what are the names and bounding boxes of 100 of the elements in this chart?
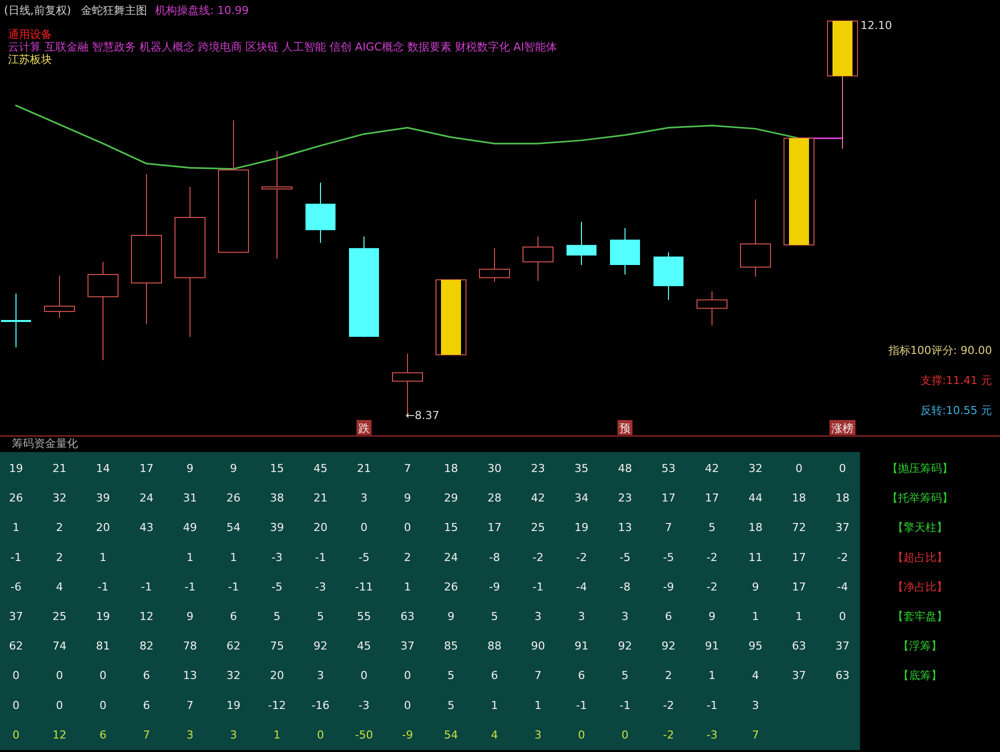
data-label: 0 xyxy=(56,669,63,682)
data-label: 37 xyxy=(836,521,850,534)
data-label: 0 xyxy=(622,728,628,742)
data-label: 5 xyxy=(317,610,324,623)
data-label: -6 xyxy=(10,580,22,594)
data-label: 1 xyxy=(752,610,759,623)
y-tick-label: 【底筹】 xyxy=(898,669,942,682)
data-label: 45 xyxy=(357,640,371,653)
candlestick xyxy=(44,275,75,318)
data-label: 63 xyxy=(400,610,414,623)
data-label: 4 xyxy=(752,669,759,682)
annotation: 12.10 xyxy=(860,19,892,32)
data-label: 19 xyxy=(574,521,588,534)
data-label: 31 xyxy=(183,492,197,505)
data-label: 4 xyxy=(491,728,498,742)
data-label: 25 xyxy=(52,610,66,623)
data-label: -1 xyxy=(532,580,544,594)
x-tick-label: 预 xyxy=(620,422,630,435)
data-label: 72 xyxy=(792,521,806,534)
data-label: 53 xyxy=(662,462,676,475)
data-label: 0 xyxy=(839,462,846,475)
data-label: -12 xyxy=(268,698,286,712)
annotation: 江苏板块 xyxy=(8,53,52,66)
data-label: 9 xyxy=(448,610,454,623)
data-label: 3 xyxy=(186,728,194,742)
data-label: -1 xyxy=(620,698,630,712)
data-label: 1 xyxy=(186,550,194,564)
data-label: -2 xyxy=(706,550,718,564)
data-label: 18 xyxy=(792,492,806,505)
data-label: 90 xyxy=(531,640,545,653)
data-label: 15 xyxy=(444,521,458,534)
y-tick-label: 【套牢盘】 xyxy=(892,610,948,623)
data-label: 9 xyxy=(186,462,194,475)
data-label: 1 xyxy=(534,698,542,712)
data-label: 39 xyxy=(96,492,110,505)
data-label: -2 xyxy=(837,550,848,564)
data-label: 17 xyxy=(140,462,154,475)
data-label: 92 xyxy=(314,640,328,653)
data-label: 21 xyxy=(357,462,371,475)
data-label: 0 xyxy=(317,728,324,742)
data-label: 6 xyxy=(230,610,237,623)
data-label: 21 xyxy=(52,462,66,475)
data-label: 21 xyxy=(314,492,328,505)
annotation: ←8.37 xyxy=(406,409,440,422)
data-label: 5 xyxy=(448,669,454,682)
data-label: 37 xyxy=(9,610,23,623)
data-label: 20 xyxy=(314,521,328,534)
data-label: 38 xyxy=(270,492,284,505)
data-label: 0 xyxy=(404,669,411,682)
data-label: 32 xyxy=(52,492,66,505)
data-label: 18 xyxy=(836,492,850,505)
data-label: 7 xyxy=(752,728,759,742)
data-label: 3 xyxy=(317,669,324,682)
data-label: 9 xyxy=(186,610,194,623)
data-label: 3 xyxy=(534,728,542,742)
data-label: -5 xyxy=(663,550,674,564)
y-tick-label: 【抛压筹码】 xyxy=(887,462,953,475)
data-label: 42 xyxy=(531,492,545,505)
data-label: 5 xyxy=(448,698,454,712)
data-label: 82 xyxy=(140,640,154,653)
data-label: 1 xyxy=(796,610,802,623)
chart-title: (日线,前复权) xyxy=(4,4,72,17)
data-label: 17 xyxy=(662,492,676,505)
data-label: -1 xyxy=(706,698,718,712)
data-label: 30 xyxy=(488,462,502,475)
data-label: 28 xyxy=(488,492,502,505)
x-tick-label: 跌 xyxy=(358,422,370,435)
data-label: 35 xyxy=(574,462,588,475)
text: 机构操盘线: 10.99 xyxy=(155,4,249,17)
data-label: 62 xyxy=(9,640,23,653)
data-label: 19 xyxy=(96,610,110,623)
data-label: 17 xyxy=(488,521,502,534)
data-label: 26 xyxy=(9,492,23,505)
data-label: 2 xyxy=(665,669,672,682)
data-label: 34 xyxy=(574,492,588,505)
data-label: 95 xyxy=(748,640,762,653)
data-label: -50 xyxy=(355,728,373,742)
data-label: 92 xyxy=(618,640,632,653)
candlestick xyxy=(1,293,31,348)
data-label: 37 xyxy=(400,640,414,653)
data-label: 92 xyxy=(662,640,676,653)
y-tick-label: 【托举筹码】 xyxy=(887,492,953,505)
data-label: -1 xyxy=(184,580,196,594)
candlestick xyxy=(262,150,292,260)
data-label: -2 xyxy=(663,698,674,712)
chart-subtitle: 金蛇狂舞主图 xyxy=(81,4,148,17)
data-label: 7 xyxy=(404,462,411,475)
data-label: 6 xyxy=(665,610,672,623)
text: 反转:10.55 元 xyxy=(920,404,992,417)
data-label: -16 xyxy=(312,698,330,712)
data-label: 5 xyxy=(491,610,498,623)
data-label: 26 xyxy=(444,580,458,594)
data-label: 32 xyxy=(748,462,762,475)
data-label: 1 xyxy=(404,580,411,594)
data-label: 5 xyxy=(274,610,280,623)
data-label: 13 xyxy=(618,521,632,534)
data-label: 9 xyxy=(752,580,759,594)
data-label: 0 xyxy=(796,462,802,475)
data-label: -9 xyxy=(663,580,674,594)
data-label: -2 xyxy=(532,550,544,564)
